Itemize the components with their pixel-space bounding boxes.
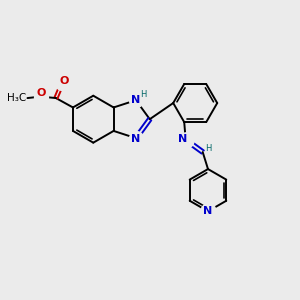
Text: O: O <box>36 88 46 98</box>
Text: H: H <box>206 144 212 153</box>
Text: O: O <box>59 76 68 86</box>
Text: N: N <box>131 95 141 105</box>
Text: N: N <box>131 134 141 144</box>
Text: H₃C: H₃C <box>7 93 26 103</box>
Text: H: H <box>140 90 146 99</box>
Text: N: N <box>203 206 213 216</box>
Text: N: N <box>178 134 187 144</box>
